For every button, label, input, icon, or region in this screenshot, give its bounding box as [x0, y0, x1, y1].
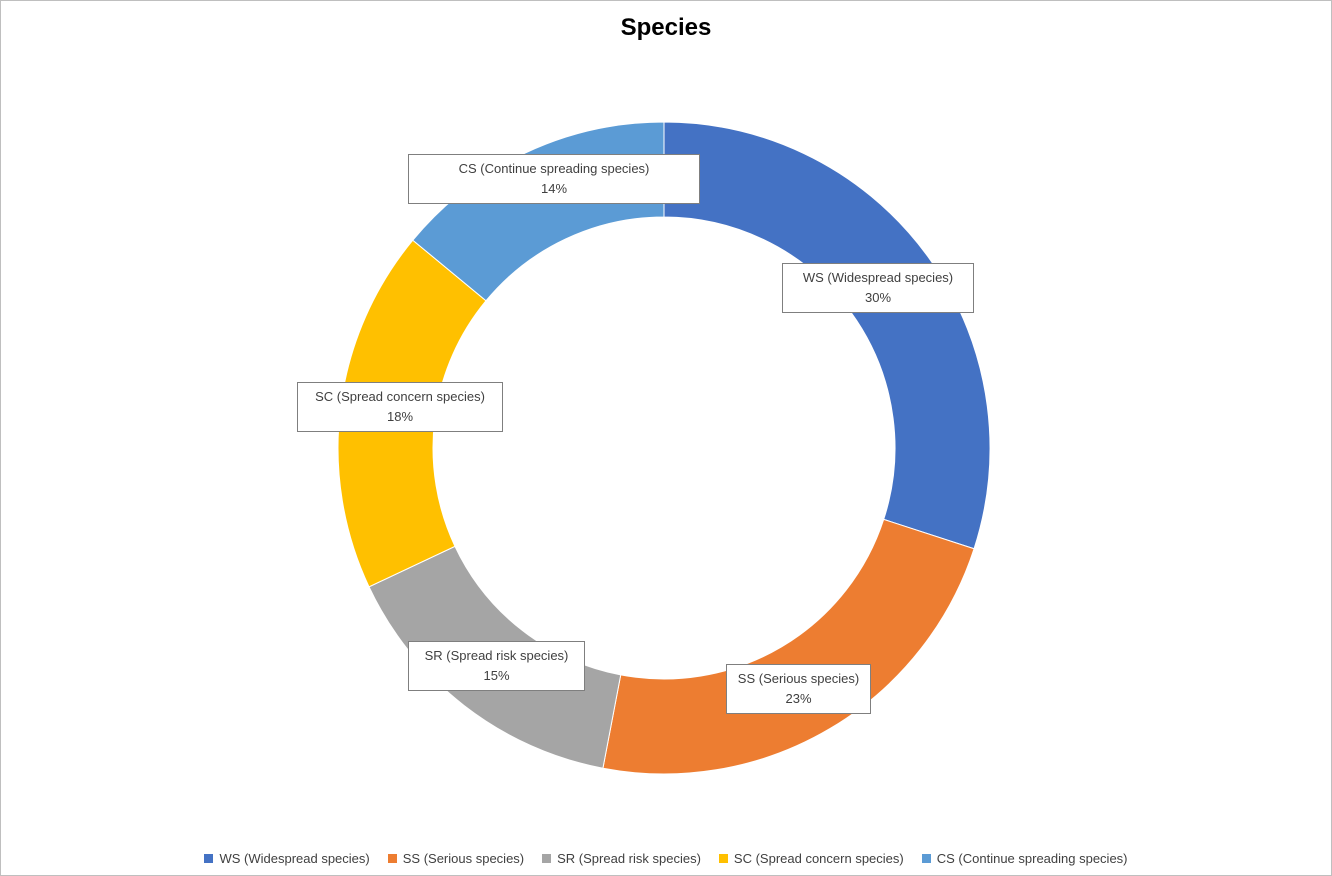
data-label-cs-name: CS (Continue spreading species) [458, 161, 650, 176]
legend-swatch-ss [387, 854, 397, 863]
legend-item-sr: SR (Spread risk species) [542, 851, 701, 866]
data-label-ss: SS (Serious species) 23% [726, 664, 871, 714]
data-label-ws: WS (Widespread species) 30% [782, 263, 974, 313]
slice-ws [663, 121, 991, 550]
legend-swatch-ws [204, 854, 214, 863]
legend-label-cs: CS (Continue spreading species) [936, 851, 1128, 866]
legend-item-cs: CS (Continue spreading species) [921, 851, 1128, 866]
legend-swatch-sc [718, 854, 728, 863]
legend-item-ss: SS (Serious species) [387, 851, 525, 866]
data-label-sr-value: 15% [483, 668, 510, 683]
data-label-ss-name: SS (Serious species) [737, 671, 860, 686]
legend-swatch-cs [921, 854, 931, 863]
legend-label-sr: SR (Spread risk species) [557, 851, 701, 866]
data-label-sr: SR (Spread risk species) 15% [408, 641, 585, 691]
legend-item-sc: SC (Spread concern species) [718, 851, 904, 866]
data-label-ws-value: 30% [864, 290, 892, 305]
legend-item-ws: WS (Widespread species) [204, 851, 370, 866]
chart-title: Species [620, 14, 712, 41]
data-label-ss-value: 23% [785, 691, 812, 706]
data-label-sc: SC (Spread concern species) 18% [297, 382, 503, 432]
legend-label-ws: WS (Widespread species) [219, 851, 370, 866]
legend-label-sc: SC (Spread concern species) [733, 851, 904, 866]
data-label-cs-value: 14% [540, 181, 568, 196]
slice-ss [602, 518, 975, 775]
data-label-sr-name: SR (Spread risk species) [424, 648, 569, 663]
data-label-ws-name: WS (Widespread species) [802, 270, 954, 285]
chart-legend: WS (Widespread species) SS (Serious spec… [0, 851, 1332, 866]
legend-label-ss: SS (Serious species) [402, 851, 525, 866]
legend-swatch-sr [542, 854, 552, 863]
data-label-sc-value: 18% [386, 409, 414, 424]
data-label-sc-name: SC (Spread concern species) [315, 389, 485, 404]
data-label-cs: CS (Continue spreading species) 14% [408, 154, 700, 204]
